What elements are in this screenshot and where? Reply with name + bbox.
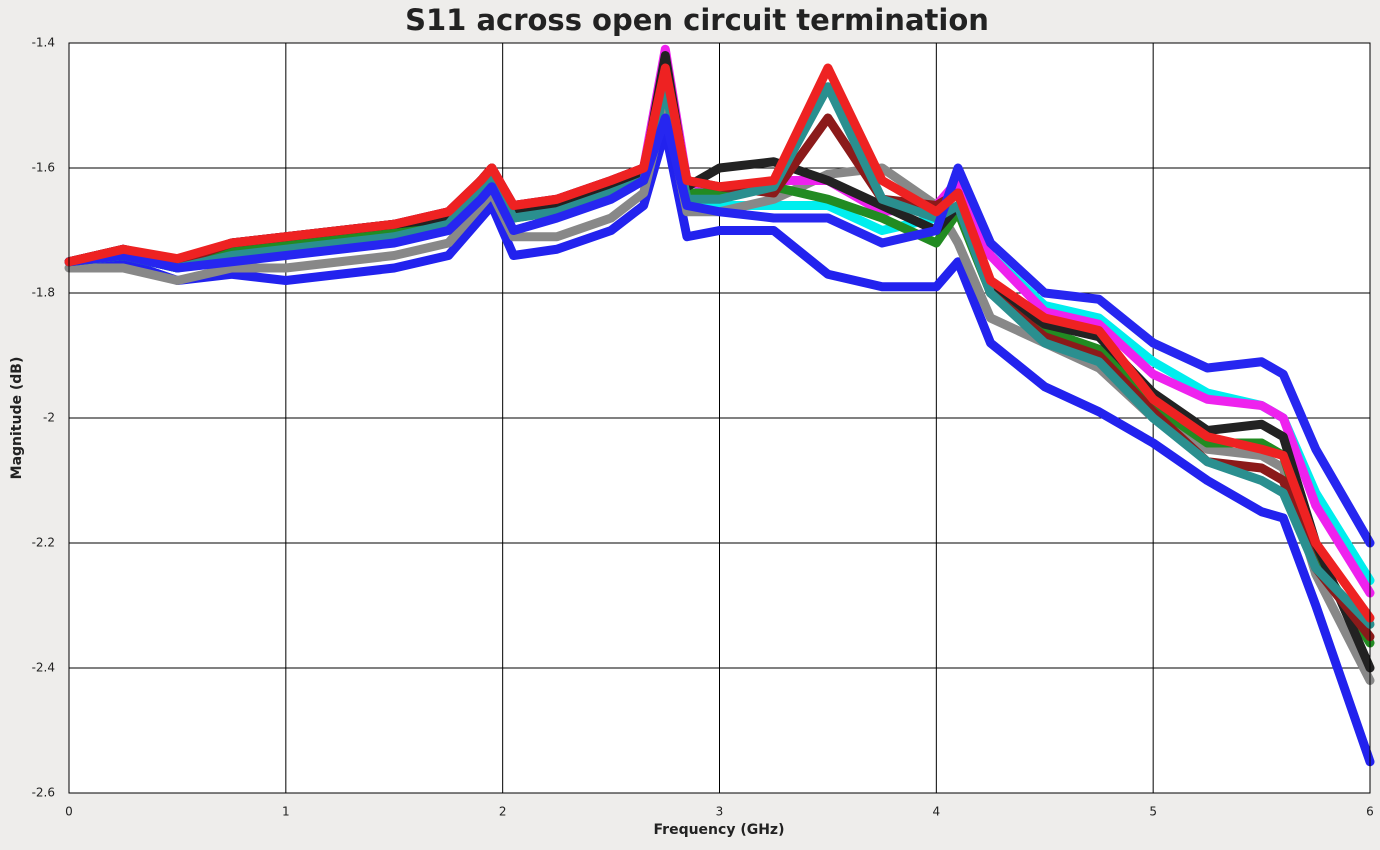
- x-tick-label: 4: [933, 805, 941, 819]
- series-layer: [64, 44, 1375, 767]
- y-axis-label: Magnitude (dB): [9, 357, 25, 480]
- x-tick-label: 2: [499, 805, 507, 819]
- y-tick-label: -1.8: [32, 286, 55, 300]
- x-tick-label: 5: [1149, 805, 1157, 819]
- x-tick-label: 1: [282, 805, 290, 819]
- x-tick-label: 0: [65, 805, 73, 819]
- plot-frame: [68, 42, 1371, 794]
- x-axis-label: Frequency (GHz): [654, 822, 785, 838]
- y-tick-label: -2.2: [32, 536, 55, 550]
- x-tick-label: 3: [716, 805, 724, 819]
- y-tick-label: -1.4: [32, 36, 55, 50]
- y-tick-label: -2.4: [32, 661, 55, 675]
- y-tick-label: -1.6: [32, 161, 55, 175]
- series-line: [64, 63, 1375, 623]
- series-line: [64, 113, 1375, 548]
- chart-title: S11 across open circuit termination: [405, 3, 989, 37]
- y-tick-label: -2.6: [32, 786, 55, 800]
- x-tick-label: 6: [1366, 805, 1374, 819]
- y-tick-label: -2: [43, 411, 55, 425]
- series-line: [64, 126, 1375, 767]
